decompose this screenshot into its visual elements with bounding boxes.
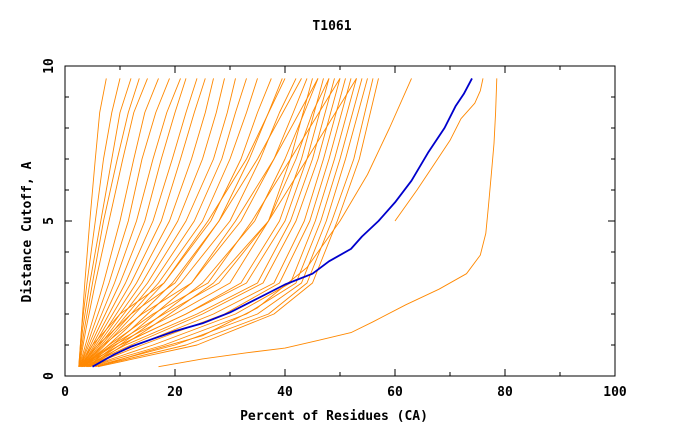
ensemble-lines	[78, 78, 498, 368]
ensemble-series-line	[79, 78, 181, 367]
ensemble-series-line	[78, 78, 121, 367]
ensemble-series-line	[78, 78, 140, 367]
x-tick-label: 60	[387, 385, 403, 400]
ensemble-series-line	[86, 78, 352, 368]
ensemble-series-line	[82, 78, 236, 367]
ensemble-series-line	[78, 78, 132, 367]
ensemble-series-line	[158, 205, 489, 368]
ensemble-series-line	[79, 78, 187, 367]
x-tick-label: 20	[167, 385, 183, 400]
ensemble-series-line	[80, 78, 319, 368]
ensemble-series-line	[81, 78, 225, 367]
y-tick-label: 5	[42, 217, 57, 225]
ensemble-series-line	[97, 78, 379, 368]
ensemble-series-line	[86, 78, 308, 368]
y-tick-label: 10	[42, 58, 57, 74]
ensemble-series-line	[78, 78, 159, 367]
ensemble-series-line	[81, 78, 341, 368]
x-tick-label: 40	[277, 385, 293, 400]
ensemble-series-line	[79, 78, 170, 367]
x-axis-ticks: 0 20 40 60 80 100	[61, 66, 627, 400]
ensemble-series-line	[78, 78, 302, 367]
x-tick-label: 80	[497, 385, 513, 400]
y-axis-label: Distance Cutoff, A	[20, 161, 35, 302]
y-tick-label: 0	[42, 372, 57, 380]
x-tick-label: 100	[603, 385, 627, 400]
ensemble-series-line	[81, 78, 357, 368]
ensemble-series-line	[83, 78, 258, 368]
ensemble-series-line	[83, 78, 272, 368]
ensemble-series-line	[80, 78, 198, 367]
chart-title: T1061	[312, 19, 351, 34]
ensemble-series-line	[84, 78, 335, 368]
ensemble-series-line	[394, 78, 484, 222]
ensemble-series-line	[78, 78, 286, 367]
ensemble-series-line	[89, 78, 363, 368]
ensemble-series-line	[78, 78, 107, 367]
ensemble-series-line	[85, 78, 346, 368]
ensemble-series-line	[87, 78, 319, 368]
highlight-series-line	[92, 77, 473, 368]
ensemble-series-line	[78, 78, 148, 367]
ensemble-series-line	[84, 78, 341, 368]
ensemble-series-line	[81, 78, 206, 367]
x-axis-label: Percent of Residues (CA)	[240, 409, 428, 424]
highlight-line-layer	[92, 77, 473, 368]
x-tick-label: 0	[61, 385, 69, 400]
ensemble-series-line	[95, 78, 374, 368]
ensemble-series-line	[488, 78, 498, 206]
ensemble-series-line	[92, 78, 368, 368]
y-axis-ticks: 0 5 10	[42, 58, 615, 380]
ensemble-series-line	[97, 78, 412, 368]
